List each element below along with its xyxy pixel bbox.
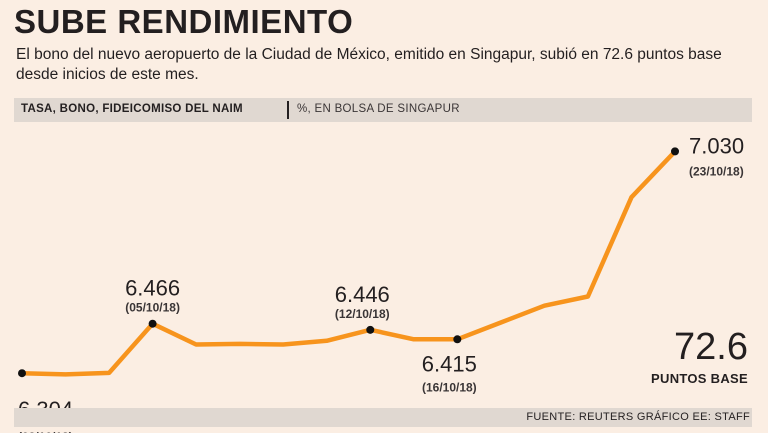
basis-points-label: PUNTOS BASE: [651, 371, 748, 386]
series-band: TASA, BONO, FIDEICOMISO DEL NAIM %, EN B…: [14, 98, 752, 122]
data-label-value: 6.446: [335, 282, 390, 307]
data-label-date: (05/10/18): [125, 301, 180, 315]
data-label-date: (02/10/18): [18, 430, 73, 433]
data-label-value: 6.466: [125, 276, 180, 301]
data-label-date: (23/10/18): [689, 164, 744, 178]
data-point-marker: [148, 319, 157, 328]
chart-title: SUBE RENDIMIENTO: [14, 3, 354, 40]
data-point-marker: [453, 335, 462, 344]
band-divider: [287, 101, 289, 119]
data-label-date: (12/10/18): [335, 307, 390, 321]
data-point-marker: [18, 369, 26, 378]
data-point-marker: [366, 325, 375, 334]
data-point-marker: [671, 147, 679, 156]
basis-points-value: 72.6: [674, 326, 748, 368]
data-label-date: (16/10/18): [422, 380, 477, 394]
data-label-value: 6.415: [422, 351, 477, 376]
series-label: TASA, BONO, FIDEICOMISO DEL NAIM: [21, 103, 243, 115]
series-line: [19, 149, 678, 377]
chart-subtitle: El bono del nuevo aeropuerto de la Ciuda…: [16, 46, 722, 83]
series-unit: %, EN BOLSA DE SINGAPUR: [297, 103, 460, 115]
footer-band: FUENTE: REUTERS GRÁFICO EE: STAFF: [14, 408, 752, 427]
source-credit: FUENTE: REUTERS GRÁFICO EE: STAFF: [526, 411, 750, 423]
data-label-value: 7.030: [689, 133, 744, 158]
